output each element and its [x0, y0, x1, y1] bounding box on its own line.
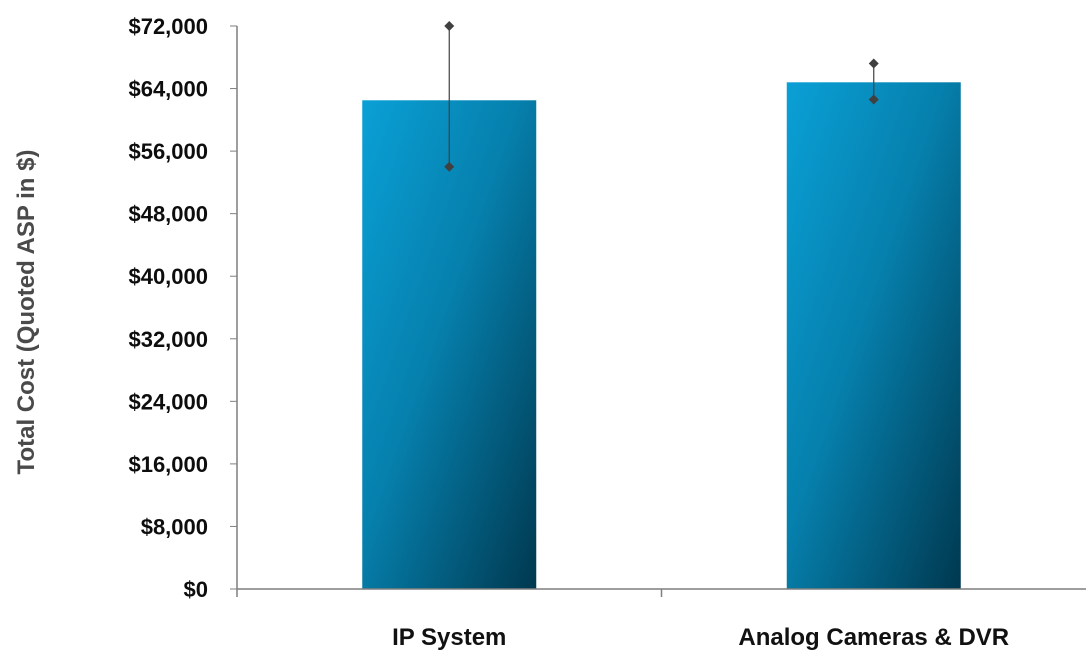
y-tick-label: $72,000 — [128, 14, 208, 39]
y-tick-label: $16,000 — [128, 452, 208, 477]
bars — [362, 82, 961, 590]
error-bar-marker — [444, 21, 455, 31]
y-tick-label: $64,000 — [128, 77, 208, 102]
y-tick-label: $32,000 — [128, 327, 208, 352]
error-bar-marker — [868, 58, 879, 69]
y-axis-ticks: $0 $8,000 $16,000 $24,000 $32,000 $40,000 $48,… — [128, 14, 237, 602]
y-axis-title: Total Cost (Quoted ASP in $) — [13, 150, 40, 475]
error-bar-marker — [868, 94, 879, 105]
x-axis-labels: IP System Analog Cameras & DVR — [392, 624, 1009, 651]
category-label: IP System — [392, 624, 506, 651]
category-label: Analog Cameras & DVR — [738, 624, 1009, 651]
error-bar-marker — [444, 161, 455, 172]
y-tick-label: $8,000 — [141, 514, 208, 539]
axes — [236, 26, 1086, 597]
y-tick-label: $0 — [184, 577, 208, 602]
y-tick-label: $40,000 — [128, 264, 208, 289]
bar — [362, 100, 537, 589]
error-bars — [444, 21, 879, 172]
y-tick-label: $24,000 — [128, 389, 208, 414]
bar — [786, 82, 961, 590]
y-tick-label: $48,000 — [128, 202, 208, 227]
y-tick-label: $56,000 — [128, 139, 208, 164]
